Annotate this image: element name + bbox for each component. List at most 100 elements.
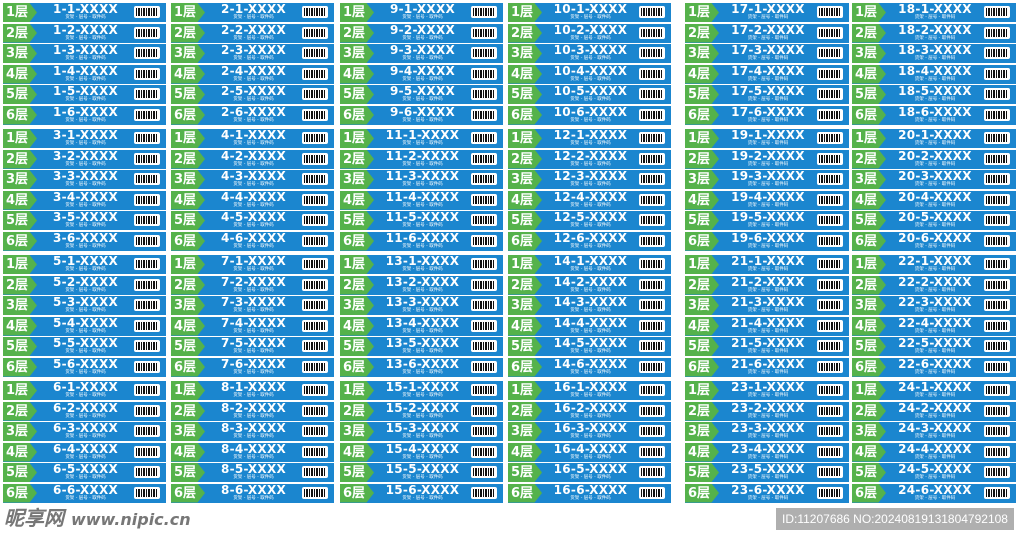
floor-tag: 3层 — [3, 44, 37, 63]
label-code: 19-3-XXXX — [731, 169, 805, 183]
barcode-icon — [984, 234, 1010, 247]
barcode-icon — [134, 47, 160, 59]
floor-tag: 1层 — [171, 3, 205, 22]
barcode-icon — [817, 6, 843, 18]
shelf-label: 3层 14-3-XXXX 货架 - 层号 - 取件码 — [508, 296, 671, 315]
shelf-label: 2层 12-2-XXXX 货架 - 层号 - 取件码 — [508, 148, 671, 169]
shelf-label: 3层 3-3-XXXX 货架 - 层号 - 取件码 — [3, 170, 166, 189]
floor-tag: 3层 — [340, 170, 374, 189]
floor-tag: 2层 — [852, 275, 886, 295]
shelf-label: 4层 21-4-XXXX 货架 - 层号 - 取件码 — [685, 316, 849, 336]
label-code: 12-2-XXXX — [553, 148, 628, 163]
floor-tag: 6层 — [171, 105, 205, 125]
barcode-icon — [471, 234, 497, 247]
floor-tag: 6层 — [3, 483, 37, 503]
label-subtitle: 货架 - 层号 - 取件码 — [233, 15, 274, 20]
label-subtitle: 货架 - 层号 - 取件码 — [402, 475, 443, 480]
shelf-label: 1层 22-1-XXXX 货架 - 层号 - 取件码 — [852, 255, 1016, 274]
shelf-label: 5层 5-5-XXXX 货架 - 层号 - 取件码 — [3, 337, 166, 356]
floor-tag: 2层 — [852, 401, 886, 421]
label-subtitle: 货架 - 层号 - 取件码 — [570, 35, 611, 41]
floor-tag: 1层 — [340, 381, 374, 400]
shelf-label: 1层 15-1-XXXX 货架 - 层号 - 取件码 — [340, 381, 503, 400]
label-code: 13-3-XXXX — [385, 295, 460, 309]
shelf-label: 1层 20-1-XXXX 货架 - 层号 - 取件码 — [852, 129, 1016, 148]
barcode-icon — [817, 445, 843, 458]
floor-tag: 4层 — [340, 190, 374, 210]
shelf-label: 2层 15-2-XXXX 货架 - 层号 - 取件码 — [340, 401, 503, 421]
label-subtitle: 货架 - 层号 - 取件码 — [65, 434, 106, 439]
label-code: 1-2-XXXX — [52, 22, 119, 37]
label-subtitle: 货架 - 层号 - 取件码 — [570, 117, 611, 123]
barcode-icon — [817, 193, 843, 206]
barcode-icon — [639, 466, 665, 478]
label-subtitle: 货架 - 层号 - 取件码 — [747, 56, 789, 61]
barcode-icon — [302, 173, 328, 185]
label-code: 12-3-XXXX — [553, 169, 628, 183]
label-subtitle: 货架 - 层号 - 取件码 — [747, 495, 789, 501]
floor-tag: 5层 — [508, 463, 542, 482]
floor-tag: 3层 — [685, 170, 719, 189]
floor-tag: 3层 — [852, 422, 886, 441]
label-code: 23-5-XXXX — [731, 462, 805, 476]
barcode-icon — [817, 258, 843, 270]
shelf-label: 3层 8-3-XXXX 货架 - 层号 - 取件码 — [171, 422, 334, 441]
barcode-icon — [302, 234, 328, 247]
shelf-label: 2层 3-2-XXXX 货架 - 层号 - 取件码 — [3, 149, 166, 169]
label-subtitle: 货架 - 层号 - 取件码 — [747, 413, 789, 419]
floor-tag: 3层 — [340, 296, 374, 315]
floor-tag: 6层 — [3, 357, 37, 377]
floor-tag: 2层 — [508, 401, 542, 421]
barcode-icon — [134, 173, 160, 185]
label-code: 3-5-XXXX — [52, 210, 119, 224]
barcode-icon — [817, 319, 843, 332]
shelf-label: 6层 13-6-XXXX 货架 - 层号 - 取件码 — [340, 357, 503, 377]
label-code: 16-3-XXXX — [553, 421, 628, 435]
label-code: 17-3-XXXX — [731, 43, 805, 57]
label-code: 4-2-XXXX — [220, 148, 287, 163]
barcode-icon — [134, 384, 160, 396]
barcode-icon — [639, 340, 665, 352]
barcode-icon — [134, 425, 160, 437]
label-subtitle: 货架 - 层号 - 取件码 — [914, 434, 956, 439]
label-subtitle: 货架 - 层号 - 取件码 — [65, 97, 106, 102]
barcode-icon — [471, 299, 497, 311]
label-subtitle: 货架 - 层号 - 取件码 — [402, 454, 443, 460]
label-code: 13-4-XXXX — [385, 315, 460, 330]
label-subtitle: 货架 - 层号 - 取件码 — [65, 56, 106, 61]
label-subtitle: 货架 - 层号 - 取件码 — [570, 495, 611, 501]
floor-tag: 5层 — [340, 337, 374, 356]
shelf-label: 5层 1-5-XXXX 货架 - 层号 - 取件码 — [3, 85, 166, 104]
shelf-label: 2层 22-2-XXXX 货架 - 层号 - 取件码 — [852, 275, 1016, 295]
floor-tag: 5层 — [685, 337, 719, 356]
floor-tag: 6层 — [340, 105, 374, 125]
barcode-icon — [984, 88, 1010, 100]
label-code: 6-6-XXXX — [52, 482, 119, 497]
floor-tag: 4层 — [852, 316, 886, 336]
label-code: 5-4-XXXX — [52, 315, 119, 330]
label-code: 4-5-XXXX — [220, 210, 287, 224]
barcode-icon — [302, 486, 328, 499]
shelf-label: 3层 1-3-XXXX 货架 - 层号 - 取件码 — [3, 44, 166, 63]
label-code: 15-4-XXXX — [385, 441, 460, 456]
label-code: 8-1-XXXX — [220, 380, 287, 394]
barcode-icon — [639, 425, 665, 437]
shelf-label: 5层 20-5-XXXX 货架 - 层号 - 取件码 — [852, 211, 1016, 230]
label-code: 15-6-XXXX — [385, 482, 460, 497]
shelf-label: 1层 9-1-XXXX 货架 - 层号 - 取件码 — [340, 3, 503, 22]
barcode-icon — [302, 6, 328, 18]
shelf-label: 2层 7-2-XXXX 货架 - 层号 - 取件码 — [171, 275, 334, 295]
barcode-icon — [134, 26, 160, 39]
barcode-icon — [302, 47, 328, 59]
shelf-label: 3层 22-3-XXXX 货架 - 层号 - 取件码 — [852, 296, 1016, 315]
barcode-icon — [302, 278, 328, 291]
label-code: 23-1-XXXX — [731, 380, 805, 394]
label-subtitle: 货架 - 层号 - 取件码 — [65, 15, 106, 20]
floor-tag: 1层 — [508, 129, 542, 148]
barcode-icon — [302, 214, 328, 226]
label-subtitle: 货架 - 层号 - 取件码 — [233, 475, 274, 480]
label-subtitle: 货架 - 层号 - 取件码 — [402, 202, 443, 208]
shelf-label: 5层 4-5-XXXX 货架 - 层号 - 取件码 — [171, 211, 334, 230]
floor-tag: 4层 — [171, 316, 205, 336]
label-code: 10-6-XXXX — [553, 104, 628, 119]
